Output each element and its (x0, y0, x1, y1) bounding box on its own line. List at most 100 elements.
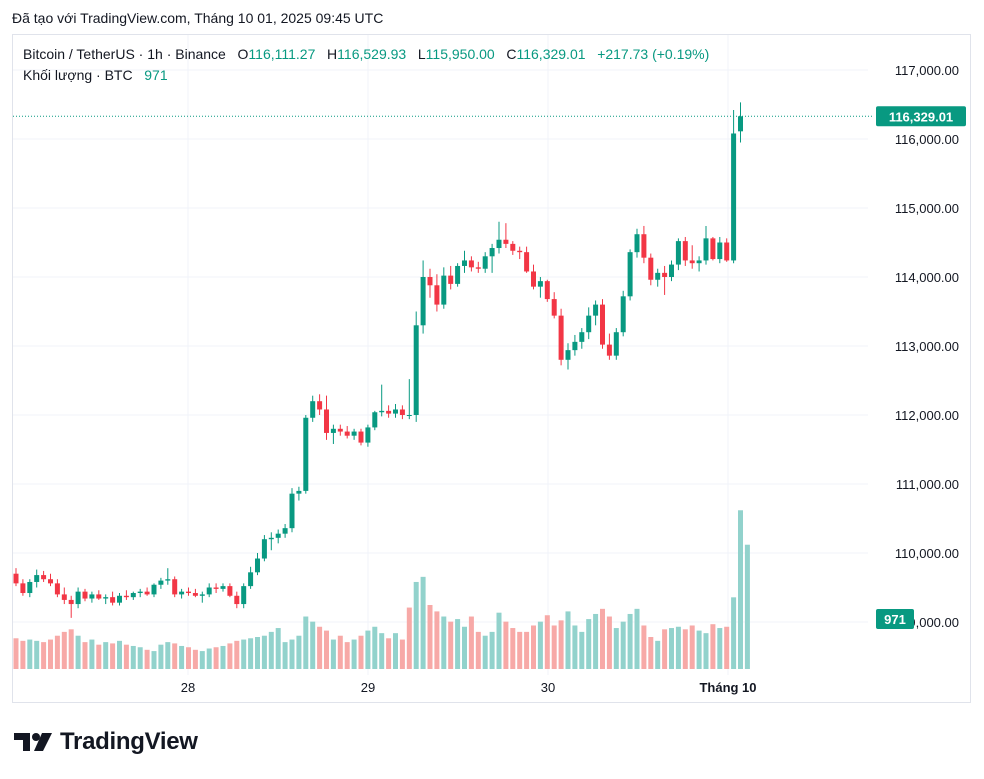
candle-body (68, 599, 74, 605)
volume-bar (420, 576, 426, 669)
legend-close-value: 116,329.01 (516, 46, 586, 62)
legend-volume-row: Khối lượng · BTC 971 (23, 65, 709, 86)
candle-body (337, 428, 343, 432)
candle-body (220, 586, 226, 589)
volume-bar (579, 631, 585, 669)
candle-body (379, 410, 385, 413)
volume-bar (468, 616, 474, 669)
y-tick-label: 115,000.00 (895, 201, 959, 216)
chart-legend: Bitcoin / TetherUS · 1h · Binance O116,1… (23, 44, 709, 86)
created-with-caption: Đã tạo với TradingView.com, Tháng 10 01,… (12, 10, 384, 26)
candle-body (372, 412, 378, 428)
volume-bar (372, 626, 378, 669)
volume-bar (96, 644, 102, 669)
candle-body (572, 341, 578, 351)
legend-volume-label[interactable]: Khối lượng · BTC (23, 67, 133, 83)
x-tick-label: 30 (541, 680, 555, 695)
x-tick-label: Tháng 10 (699, 680, 756, 695)
volume-bar (117, 640, 122, 669)
candle-body (351, 431, 357, 436)
volume-bar (551, 625, 557, 669)
volume-bar (137, 647, 143, 669)
volume-bar (206, 648, 212, 669)
candle-body (655, 272, 661, 280)
candle-body (358, 431, 364, 443)
y-tick-label: 111,000.00 (896, 477, 959, 492)
volume-bar (41, 642, 47, 669)
candle-body (455, 265, 461, 284)
candle-body (275, 533, 281, 538)
volume-bar (669, 628, 674, 669)
volume-bar (613, 628, 619, 669)
candle-body (151, 584, 157, 595)
candle-body (75, 591, 81, 605)
x-tick-label: 29 (361, 680, 375, 695)
legend-low-value: 115,950.00 (425, 46, 495, 62)
volume-bar (531, 625, 536, 669)
volume-bars (13, 510, 750, 669)
candle-body (537, 281, 543, 287)
candle-body (475, 267, 481, 269)
candle-body (172, 579, 178, 595)
candle-body (199, 594, 205, 596)
candle-body (682, 241, 688, 261)
volume-bar (475, 631, 481, 669)
candle-body (282, 528, 288, 534)
volume-bar (165, 642, 171, 669)
volume-bar (662, 629, 668, 669)
volume-bar (641, 625, 647, 669)
candle-body (413, 325, 419, 415)
candle-body (393, 409, 398, 414)
candle-body (289, 493, 295, 529)
candle-body (61, 594, 67, 600)
volume-bar (565, 611, 571, 669)
candle-body (544, 281, 550, 300)
chart-frame[interactable]: 117,000.00 116,000.00 115,000.00 114,000.00… (12, 34, 971, 703)
volume-bar (655, 640, 661, 669)
volume-bar (48, 639, 53, 669)
candle-body (731, 133, 737, 261)
volume-bar (27, 639, 33, 669)
volume-bar (192, 649, 198, 669)
volume-bar (103, 642, 109, 669)
candle-body (565, 350, 571, 360)
candle-body (489, 248, 495, 257)
candle-body (386, 410, 392, 414)
volume-bar (627, 613, 633, 669)
volume-bar (255, 637, 260, 669)
candlestick-chart[interactable]: 117,000.00 116,000.00 115,000.00 114,000.00… (13, 35, 972, 704)
volume-bar (558, 620, 564, 669)
volume-bar (724, 626, 730, 669)
volume-bar (123, 644, 129, 669)
candle-body (227, 586, 233, 596)
x-tick-label: 28 (181, 680, 195, 695)
volume-bar (393, 633, 398, 669)
volume-bar (399, 639, 405, 669)
volume-bar (344, 642, 350, 669)
volume-bar (227, 643, 233, 669)
volume-bar (427, 605, 433, 669)
candle-body (593, 304, 599, 316)
tradingview-logo[interactable]: TradingView (14, 728, 198, 756)
y-tick-label: 116,000.00 (895, 132, 959, 147)
y-tick-label: 112,000.00 (895, 408, 959, 423)
volume-bar (358, 635, 364, 669)
volume-bar (241, 639, 247, 669)
y-tick-label: 110,000.00 (895, 546, 959, 561)
candle-body (268, 537, 274, 540)
volume-bar (317, 626, 323, 669)
candle-body (462, 260, 467, 266)
volume-bar (586, 619, 592, 669)
volume-bar (324, 630, 329, 669)
price-labels: 116,329.01 971 (13, 106, 966, 629)
volume-bar (61, 631, 67, 669)
candle-body (724, 242, 730, 261)
candle-body (324, 409, 329, 433)
candle-body (427, 277, 433, 286)
volume-bar (441, 616, 447, 669)
last-price-badge (876, 106, 966, 127)
last-volume-badge (876, 609, 914, 629)
legend-symbol[interactable]: Bitcoin / TetherUS · 1h · Binance (23, 46, 226, 62)
volume-bar (537, 621, 543, 669)
volume-bar (496, 612, 502, 669)
